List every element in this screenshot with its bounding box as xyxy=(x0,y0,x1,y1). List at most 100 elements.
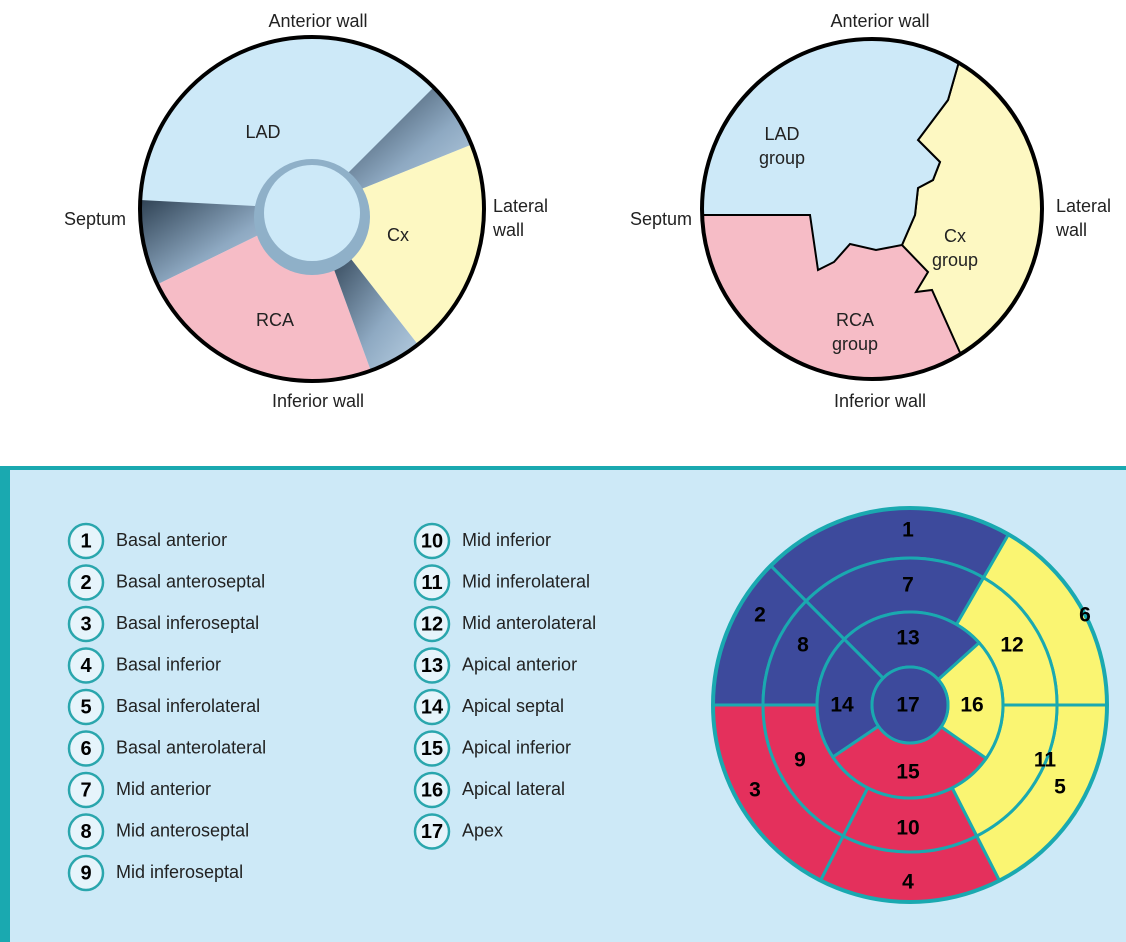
bullseye-label: 17 xyxy=(896,694,919,717)
outline xyxy=(700,37,1044,381)
wall-label: Anterior wall xyxy=(268,11,367,31)
diagram-groups xyxy=(702,39,1042,379)
segment-badge xyxy=(67,688,105,726)
bullseye-label: 10 xyxy=(896,817,919,840)
region-label: Cx xyxy=(944,226,966,246)
segment-number: 3 xyxy=(80,613,91,635)
panel-border-top xyxy=(0,466,1126,470)
bullseye-label: 5 xyxy=(1054,776,1066,799)
segment-number: 10 xyxy=(421,530,443,552)
bullseye-label: 16 xyxy=(960,694,983,717)
segment-number: 1 xyxy=(80,530,91,552)
wall-label: Septum xyxy=(630,209,692,229)
segment-badge xyxy=(67,813,105,850)
bullseye-label: 7 xyxy=(902,574,914,597)
region-label: group xyxy=(832,334,878,354)
segment-name: Mid anterior xyxy=(116,779,211,799)
shadow-wedge xyxy=(347,87,472,191)
bullseye-label: 1 xyxy=(902,519,914,542)
segment-badge xyxy=(413,730,451,767)
segment-name: Basal inferolateral xyxy=(116,696,260,716)
wall-label: Anterior wall xyxy=(830,11,929,31)
segment-badge xyxy=(67,771,105,809)
segment-badge xyxy=(67,854,105,892)
region-label: RCA xyxy=(256,310,294,330)
segment-number: 4 xyxy=(80,655,92,677)
segment-name: Basal anterolateral xyxy=(116,737,266,757)
segment-name: Apical anterior xyxy=(462,654,577,674)
inner-cavity xyxy=(264,165,360,261)
bullseye-label: 15 xyxy=(896,761,920,784)
segment-name: Mid inferoseptal xyxy=(116,862,243,882)
bullseye-apex xyxy=(870,665,950,745)
shadow-wedge xyxy=(140,199,268,285)
wall-label: Septum xyxy=(64,209,126,229)
wall-label: Inferior wall xyxy=(272,391,364,411)
segment-name: Basal anterior xyxy=(116,530,227,550)
segment-badge xyxy=(413,647,451,684)
segment-number: 9 xyxy=(80,862,91,884)
region-label: RCA xyxy=(836,310,874,330)
bullseye-label: 12 xyxy=(1000,634,1023,657)
segment-number: 12 xyxy=(421,613,443,635)
territory-cx xyxy=(342,144,485,345)
segment-number: 7 xyxy=(80,779,91,801)
bullseye-outline xyxy=(711,506,1109,904)
wall-label: wall xyxy=(1055,220,1087,240)
region-label: LAD xyxy=(764,124,799,144)
segment-badge xyxy=(413,605,451,643)
segment-name: Mid anteroseptal xyxy=(116,820,249,840)
region-label: group xyxy=(759,148,805,168)
bullseye-label: 4 xyxy=(902,871,914,894)
segment-badge xyxy=(67,564,105,601)
segment-number: 13 xyxy=(421,655,443,677)
wall-label: Lateral xyxy=(493,196,548,216)
segment-badge xyxy=(413,688,451,726)
segment-badge xyxy=(67,605,105,643)
segment-number: 14 xyxy=(421,696,444,718)
segment-badge xyxy=(413,522,451,560)
segment-name: Basal inferior xyxy=(116,654,221,674)
wall-label: Inferior wall xyxy=(834,391,926,411)
segment-number: 6 xyxy=(80,738,91,760)
outline xyxy=(138,35,486,383)
segment-number: 16 xyxy=(421,779,443,801)
segment-number: 8 xyxy=(80,821,91,843)
segment-name: Basal anteroseptal xyxy=(116,571,265,591)
bullseye-label: 13 xyxy=(896,627,919,650)
segment-name: Apical lateral xyxy=(462,779,565,799)
region-label: group xyxy=(932,250,978,270)
bullseye-label: 2 xyxy=(754,604,766,627)
segment-number: 11 xyxy=(421,572,442,594)
segment-name: Apical septal xyxy=(462,696,564,716)
wall-label: Lateral xyxy=(1056,196,1111,216)
segment-badge xyxy=(413,771,451,809)
panel-border-left xyxy=(0,466,10,942)
segment-badge xyxy=(67,522,105,560)
bullseye-label: 11 xyxy=(1034,749,1057,772)
territory-lad xyxy=(702,39,970,272)
bullseye-label: 8 xyxy=(797,634,809,657)
segment-name: Apical inferior xyxy=(462,737,571,757)
bullseye-label: 6 xyxy=(1079,604,1091,627)
segment-name: Mid anterolateral xyxy=(462,613,596,633)
wall-label: wall xyxy=(492,220,524,240)
segment-name: Mid inferolateral xyxy=(462,571,590,591)
region-label: LAD xyxy=(245,122,280,142)
segment-badge xyxy=(413,564,451,601)
segment-number: 15 xyxy=(421,738,443,760)
segment-name: Basal inferoseptal xyxy=(116,613,259,633)
bullseye-label: 14 xyxy=(830,694,854,717)
segment-badge xyxy=(67,730,105,767)
segment-number: 5 xyxy=(80,696,91,718)
segment-number: 2 xyxy=(80,572,91,594)
region-label: Cx xyxy=(387,225,409,245)
bullseye-label: 3 xyxy=(749,779,761,802)
shadow-wedge xyxy=(329,248,418,371)
segment-badge xyxy=(413,813,451,850)
segment-number: 17 xyxy=(421,821,443,843)
segment-name: Apex xyxy=(462,820,503,840)
segment-badge xyxy=(67,647,105,684)
